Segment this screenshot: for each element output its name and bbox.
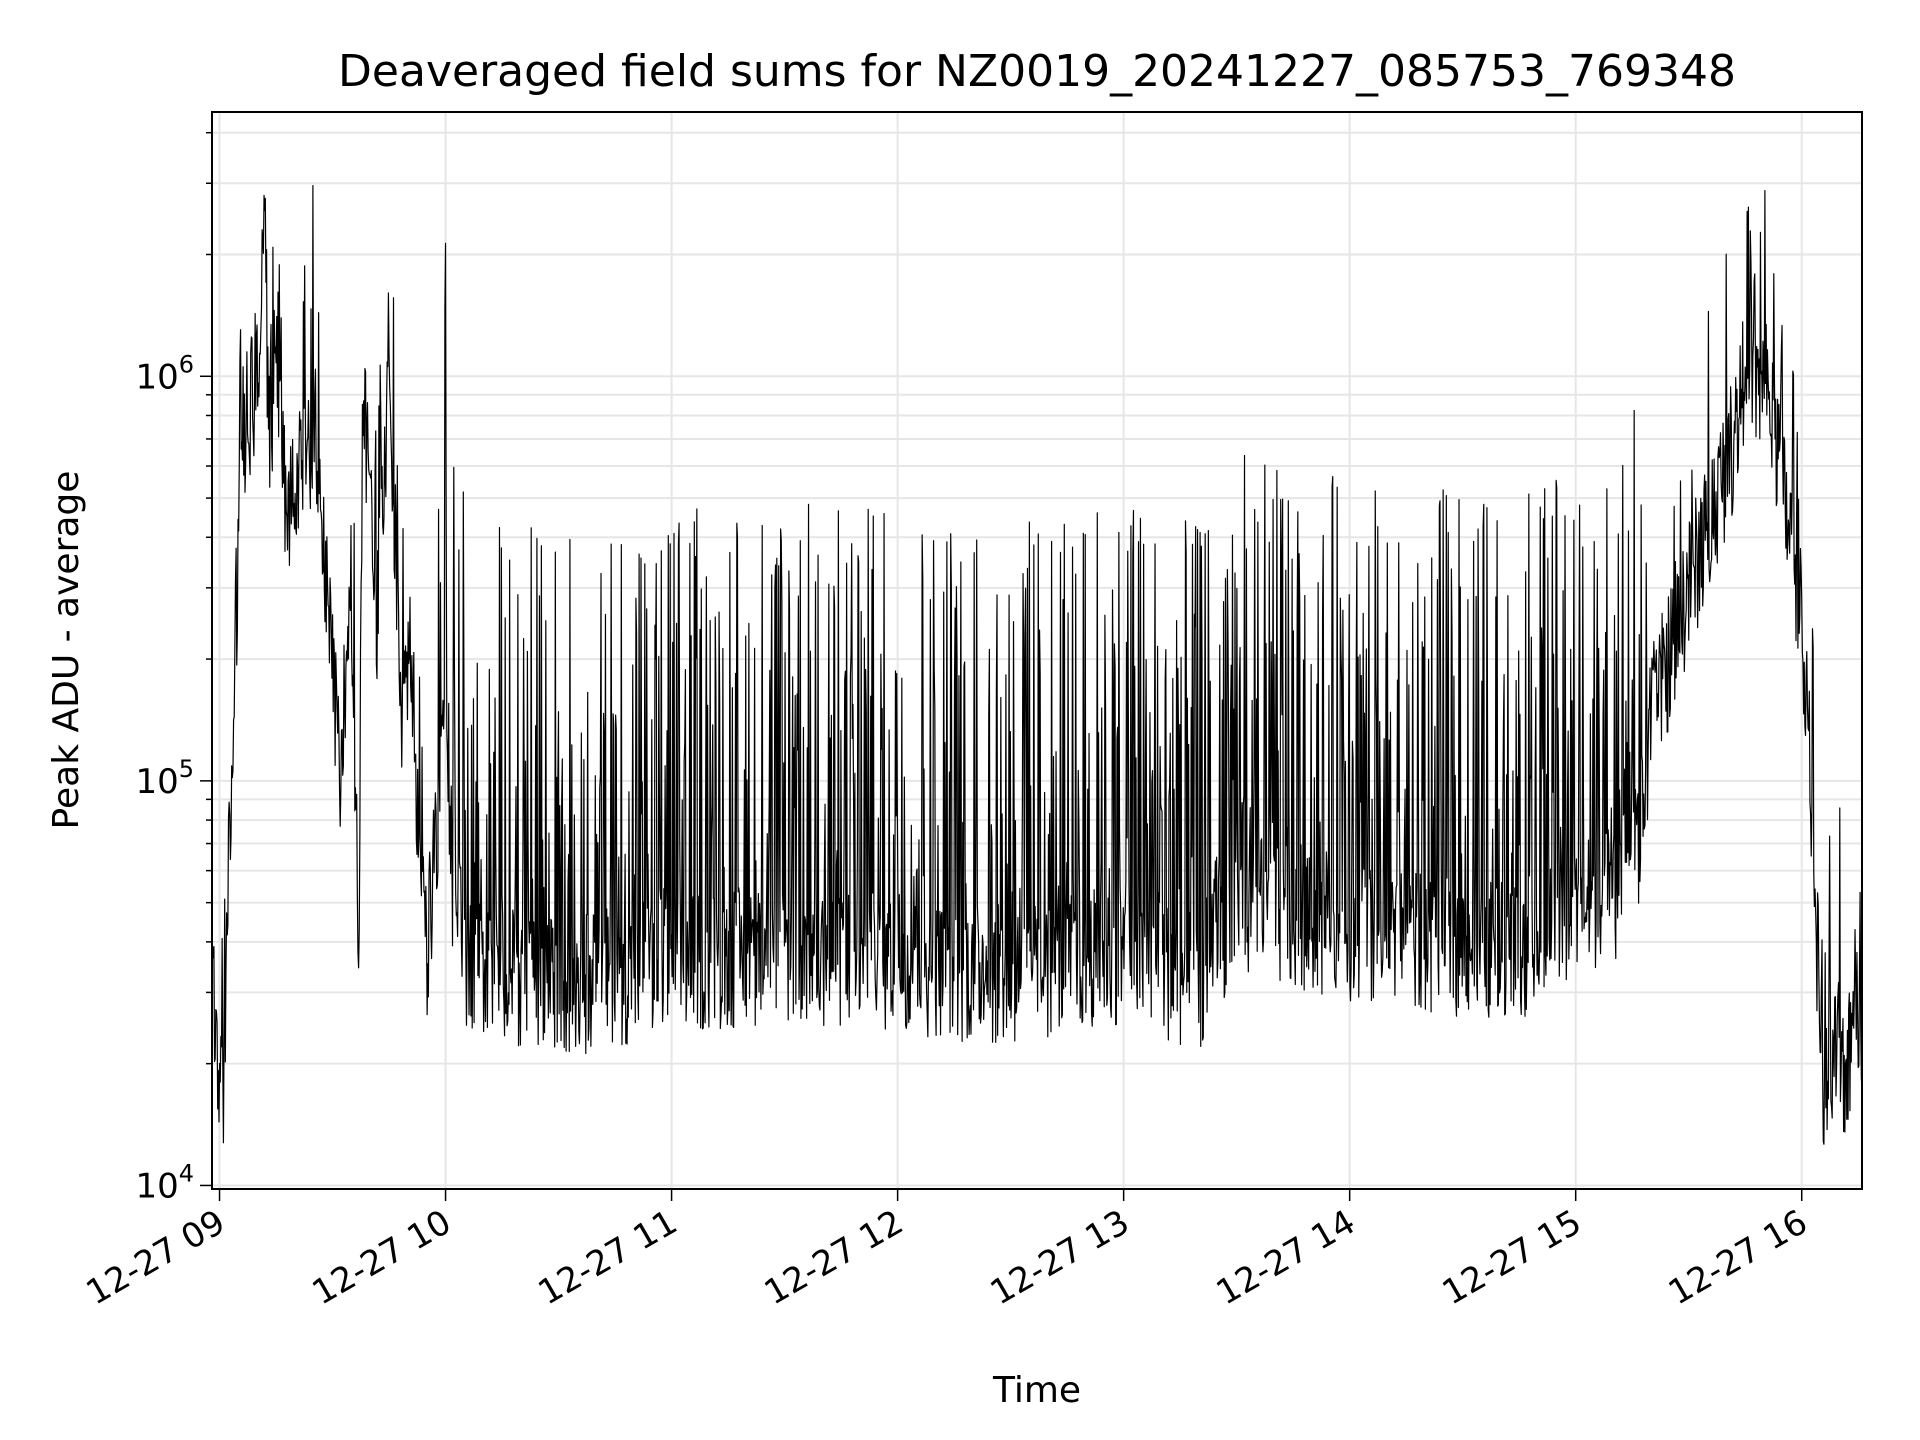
y-axis: 104 105 106 — [135, 131, 212, 1206]
x-tick-label: 12-27 11 — [532, 1202, 684, 1313]
y-axis-label: Peak ADU - average — [46, 471, 87, 830]
chart-title: Deaveraged field sums for NZ0019_2024122… — [338, 46, 1736, 97]
y-tick-label: 105 — [135, 755, 194, 802]
x-axis-label: Time — [992, 1370, 1081, 1411]
x-tick-label: 12-27 15 — [1436, 1202, 1588, 1313]
x-tick-label: 12-27 13 — [984, 1202, 1136, 1313]
x-tick-label: 12-27 16 — [1662, 1202, 1814, 1313]
y-tick-label: 106 — [135, 350, 194, 397]
y-tick-label: 104 — [135, 1159, 194, 1206]
x-tick-label: 12-27 14 — [1210, 1202, 1362, 1313]
series-area — [211, 185, 1863, 1145]
x-tick-label: 12-27 09 — [80, 1202, 232, 1313]
x-tick-label: 12-27 10 — [306, 1202, 458, 1313]
x-tick-label: 12-27 12 — [758, 1202, 910, 1313]
x-axis: 12-27 09 12-27 10 12-27 11 12-27 12 12-27 13… — [80, 1189, 1814, 1313]
series-line — [211, 185, 1863, 1145]
plot-frame — [211, 111, 1863, 1190]
